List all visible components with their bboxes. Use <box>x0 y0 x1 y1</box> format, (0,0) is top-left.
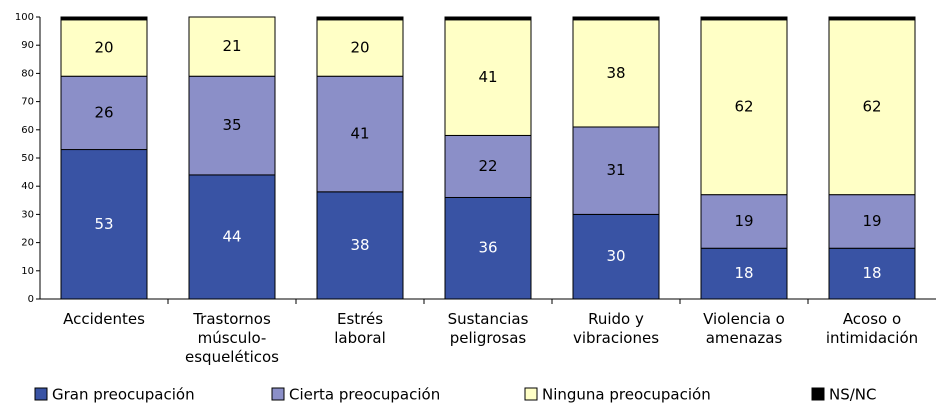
legend-swatch <box>34 387 48 401</box>
data-label: 38 <box>606 64 625 82</box>
data-label: 41 <box>478 68 497 86</box>
data-label: 53 <box>94 215 113 233</box>
bar-segment <box>700 194 788 249</box>
data-label: 36 <box>478 239 497 257</box>
bar-segment <box>828 19 916 196</box>
y-tick-label: 80 <box>21 68 34 79</box>
legend-swatch <box>271 387 285 401</box>
bar-segment <box>188 75 276 176</box>
x-tick-label: Estrés laboral <box>334 310 386 347</box>
y-tick-label: 10 <box>21 266 34 277</box>
legend-label: Ninguna preocupación <box>542 386 711 404</box>
legend-swatch <box>811 387 825 401</box>
y-tick-label: 40 <box>21 181 34 192</box>
x-tick-label: Trastornos músculo-esqueléticos <box>185 310 279 366</box>
x-tick-label: Acoso o intimidación <box>826 310 918 347</box>
bar-segment <box>188 174 276 300</box>
bar-segment <box>700 247 788 300</box>
x-tick-label: Ruido y vibraciones <box>573 310 659 347</box>
data-label: 44 <box>222 227 241 245</box>
bar-segment <box>60 75 148 151</box>
bar-segment <box>316 16 404 21</box>
data-label: 41 <box>350 125 369 143</box>
data-label: 21 <box>222 37 241 55</box>
x-tick-label: Violencia o amenazas <box>703 310 785 347</box>
data-label: 22 <box>478 157 497 175</box>
data-label: 20 <box>94 39 113 57</box>
y-tick-label: 0 <box>28 294 34 305</box>
y-tick-label: 50 <box>21 153 34 164</box>
legend-label: NS/NC <box>829 386 877 404</box>
bar-segment <box>444 19 532 136</box>
data-label: 62 <box>862 98 881 116</box>
x-tick-label: Accidentes <box>63 310 145 328</box>
data-label: 38 <box>350 236 369 254</box>
bar-segment <box>316 191 404 300</box>
data-label: 20 <box>350 39 369 57</box>
y-tick-label: 90 <box>21 40 34 51</box>
data-label: 31 <box>606 161 625 179</box>
bar-segment <box>828 16 916 21</box>
data-label: 18 <box>862 264 881 282</box>
bar-segment <box>188 16 276 77</box>
bar-segment <box>572 213 660 300</box>
x-tick-label: Sustancias peligrosas <box>448 310 529 347</box>
data-label: 18 <box>734 264 753 282</box>
data-label: 30 <box>606 247 625 265</box>
bar-segment <box>60 16 148 21</box>
data-label: 19 <box>734 212 753 230</box>
bar-segment <box>444 134 532 198</box>
bar-segment <box>60 19 148 77</box>
y-tick-label: 100 <box>15 12 34 23</box>
bar-segment <box>316 19 404 77</box>
legend-label: Cierta preocupación <box>289 386 440 404</box>
y-tick-label: 60 <box>21 125 34 136</box>
data-label: 35 <box>222 116 241 134</box>
bar-segment <box>700 19 788 196</box>
bar-segment <box>828 247 916 300</box>
bar-segment <box>60 149 148 300</box>
bar-segment <box>572 126 660 215</box>
y-tick-label: 20 <box>21 238 34 249</box>
data-label: 19 <box>862 212 881 230</box>
data-label: 62 <box>734 98 753 116</box>
data-label: 26 <box>94 103 113 121</box>
bar-segment <box>444 16 532 21</box>
y-tick-label: 30 <box>21 209 34 220</box>
y-tick-label: 70 <box>21 97 34 108</box>
bar-segment <box>444 196 532 300</box>
bar-segment <box>572 16 660 21</box>
bar-segment <box>700 16 788 21</box>
bar-segment <box>572 19 660 128</box>
bar-segment <box>316 75 404 193</box>
bar-segment <box>828 194 916 249</box>
legend-swatch <box>524 387 538 401</box>
legend-label: Gran preocupación <box>52 386 195 404</box>
